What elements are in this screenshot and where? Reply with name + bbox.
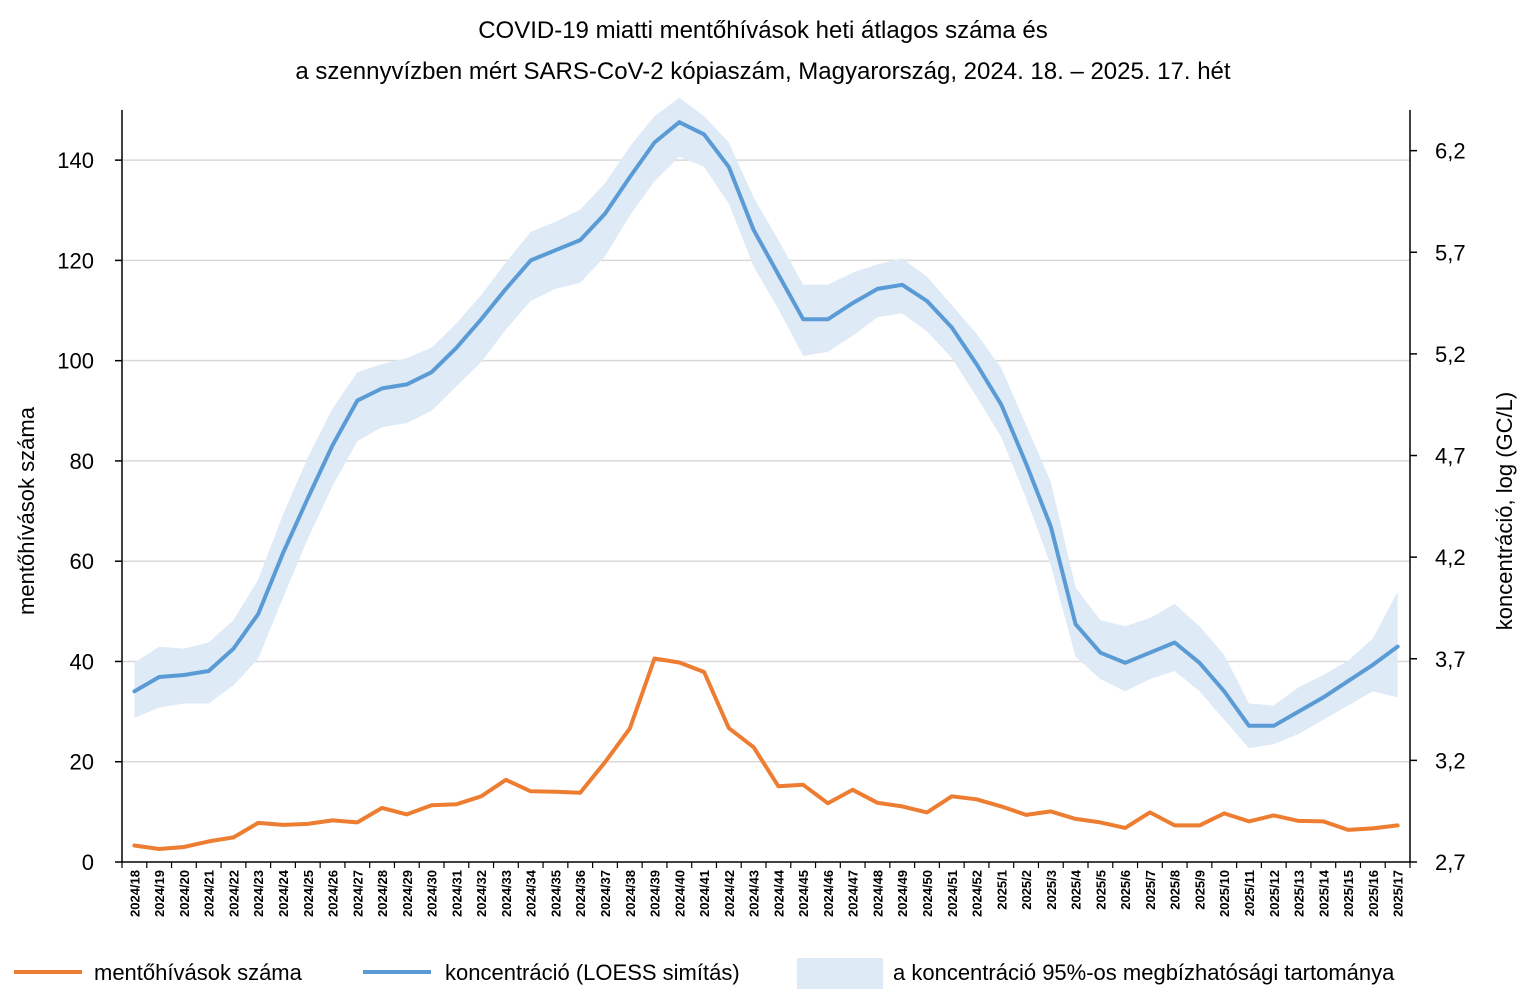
legend: mentőhívások száma koncentráció (LOESS s… [14, 958, 1395, 989]
x-tick-label: 2024/41 [697, 870, 712, 917]
x-tick-label: 2024/22 [227, 870, 242, 917]
x-tick-label: 2024/52 [970, 870, 985, 917]
x-tick-label: 2024/27 [350, 870, 365, 917]
right-y-tick-label: 2,7 [1435, 850, 1466, 875]
x-tick-label: 2024/33 [499, 870, 514, 917]
legend-swatch-confidence-band [797, 958, 883, 989]
left-y-tick-label: 120 [57, 248, 94, 273]
x-tick-label: 2024/39 [648, 870, 663, 917]
x-tick-label: 2024/28 [375, 870, 390, 917]
x-tick-label: 2025/14 [1316, 869, 1331, 917]
x-tick-label: 2024/20 [177, 870, 192, 917]
x-tick-label: 2024/38 [623, 870, 638, 917]
right-y-tick-label: 3,7 [1435, 647, 1466, 672]
x-tick-label: 2024/47 [846, 870, 861, 917]
right-y-tick-label: 4,7 [1435, 444, 1466, 469]
right-y-tick-label: 3,2 [1435, 748, 1466, 773]
x-tick-label: 2025/6 [1118, 870, 1133, 910]
x-tick-label: 2024/51 [945, 870, 960, 917]
chart-title-line-2: a szennyvízben mért SARS-CoV-2 kópiaszám… [295, 58, 1231, 85]
left-y-axis-label: mentőhívások száma [14, 406, 39, 615]
x-tick-label: 2025/8 [1168, 870, 1183, 910]
x-tick-label: 2024/26 [326, 870, 341, 917]
x-tick-label: 2024/37 [598, 870, 613, 917]
x-tick-label: 2025/7 [1143, 870, 1158, 910]
left-y-tick-label: 80 [70, 449, 94, 474]
x-tick-label: 2024/19 [152, 870, 167, 917]
right-y-axis-label: koncentráció, log (GC/L) [1492, 392, 1517, 630]
legend-label-confidence-band: a koncentráció 95%-os megbízhatósági tar… [893, 960, 1395, 985]
left-y-tick-label: 60 [70, 549, 94, 574]
confidence-band-area [134, 97, 1398, 749]
plot-area: 0 20 40 60 80 100 120 140 2,7 3,2 3,7 4,2 4,7 5,2 5,7 6… [57, 97, 1466, 917]
x-tick-label: 2024/18 [127, 870, 142, 917]
x-tick-label: 2024/36 [573, 870, 588, 917]
x-tick-label: 2024/49 [895, 870, 910, 917]
x-tick-label: 2024/29 [400, 870, 415, 917]
x-tick-label: 2024/25 [301, 870, 316, 917]
right-y-tick-label: 4,2 [1435, 545, 1466, 570]
right-y-tick-label: 6,2 [1435, 139, 1466, 164]
x-tick-label: 2025/2 [1019, 870, 1034, 910]
left-y-tick-label: 140 [57, 148, 94, 173]
chart-title: COVID-19 miatti mentőhívások heti átlago… [295, 17, 1231, 85]
x-tick-label: 2025/16 [1366, 870, 1381, 917]
x-tick-label: 2024/44 [771, 869, 786, 917]
x-tick-label: 2024/46 [821, 870, 836, 917]
x-tick-label: 2025/10 [1217, 870, 1232, 917]
chart-title-line-1: COVID-19 miatti mentőhívások heti átlago… [478, 17, 1048, 44]
x-tick-label: 2024/34 [524, 869, 539, 917]
ambulance-calls-line [132, 656, 1400, 851]
x-tick-label: 2025/3 [1044, 870, 1059, 910]
x-tick-label: 2024/35 [549, 870, 564, 917]
x-tick-label: 2025/12 [1267, 870, 1282, 917]
x-tick-label: 2025/15 [1341, 870, 1356, 917]
x-tick-label: 2024/43 [747, 870, 762, 917]
x-tick-label: 2024/40 [672, 870, 687, 917]
legend-label-concentration: koncentráció (LOESS simítás) [445, 960, 740, 985]
x-tick-label: 2024/30 [425, 870, 440, 917]
x-tick-label: 2024/45 [796, 870, 811, 917]
x-tick-label: 2025/4 [1069, 869, 1084, 910]
x-tick-label: 2025/17 [1391, 870, 1406, 917]
right-y-tick-label: 5,7 [1435, 240, 1466, 265]
left-y-tick-label: 40 [70, 649, 94, 674]
x-tick-label: 2024/48 [871, 870, 886, 917]
legend-label-ambulance-calls: mentőhívások száma [94, 960, 303, 985]
left-y-tick-label: 0 [82, 850, 94, 875]
x-tick-label: 2025/5 [1093, 870, 1108, 910]
x-tick-label: 2024/50 [920, 870, 935, 917]
x-tick-label: 2024/32 [474, 870, 489, 917]
right-y-tick-label: 5,2 [1435, 342, 1466, 367]
x-tick-label: 2025/9 [1193, 870, 1208, 910]
x-tick-label: 2024/23 [251, 870, 266, 917]
x-tick-label: 2025/1 [994, 870, 1009, 910]
x-tick-label: 2024/31 [449, 870, 464, 917]
x-tick-label: 2025/11 [1242, 870, 1257, 916]
x-tick-label: 2024/42 [722, 870, 737, 917]
concentration-line [132, 120, 1400, 728]
x-tick-label: 2024/24 [276, 869, 291, 917]
x-tick-label: 2025/13 [1292, 870, 1307, 917]
left-y-tick-label: 100 [57, 349, 94, 374]
left-y-tick-label: 20 [70, 750, 94, 775]
x-tick-label: 2024/21 [202, 870, 217, 917]
